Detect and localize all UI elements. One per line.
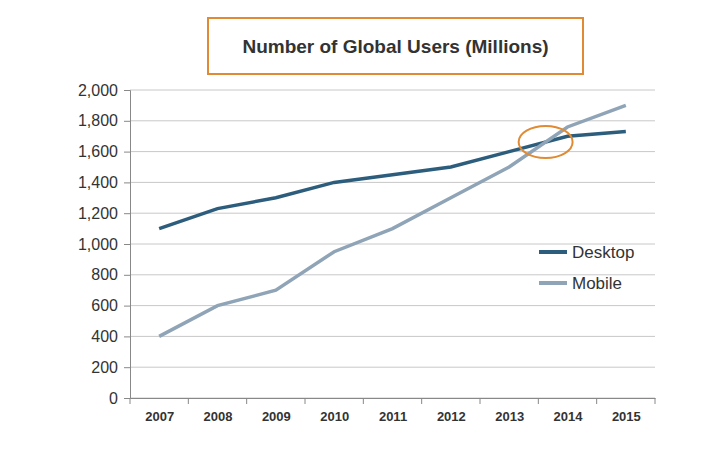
y-tick: 1,000 bbox=[78, 236, 130, 253]
grid-line bbox=[130, 336, 655, 337]
y-tick-label: 800 bbox=[91, 266, 118, 283]
x-tick: 2013 bbox=[495, 398, 524, 424]
x-separator bbox=[596, 398, 597, 404]
x-tick: 2008 bbox=[204, 398, 233, 424]
highlight-ellipse bbox=[519, 126, 573, 158]
series-line bbox=[159, 132, 626, 229]
y-tick-mark bbox=[124, 213, 130, 214]
y-tick: 1,800 bbox=[78, 112, 130, 129]
y-tick-label: 200 bbox=[91, 359, 118, 376]
y-tick: 400 bbox=[91, 328, 130, 345]
legend-label: Desktop bbox=[572, 243, 634, 262]
legend-item: Mobile bbox=[539, 274, 622, 293]
y-tick-mark bbox=[124, 90, 130, 91]
y-tick: 800 bbox=[91, 266, 130, 283]
y-tick-label: 0 bbox=[109, 390, 118, 407]
y-tick-mark bbox=[124, 367, 130, 368]
y-tick-mark bbox=[124, 182, 130, 183]
title: Number of Global Users (Millions) bbox=[242, 36, 548, 57]
grid-line bbox=[130, 305, 655, 306]
y-tick-mark bbox=[124, 152, 130, 153]
y-tick-label: 400 bbox=[91, 328, 118, 345]
legend-label: Mobile bbox=[572, 274, 622, 293]
y-tick: 2,000 bbox=[78, 82, 130, 99]
grid-line bbox=[130, 120, 655, 121]
y-tick: 200 bbox=[91, 359, 130, 376]
y-tick-mark bbox=[124, 244, 130, 245]
x-separator bbox=[305, 398, 306, 404]
grid-line bbox=[130, 90, 655, 91]
title-box bbox=[208, 18, 583, 74]
x-separator bbox=[188, 398, 189, 404]
x-separator bbox=[538, 398, 539, 404]
y-axis-line bbox=[124, 91, 131, 399]
x-tick-label: 2010 bbox=[320, 409, 349, 424]
x-tick: 2015 bbox=[612, 398, 641, 424]
grid-line bbox=[130, 367, 655, 368]
y-tick-label: 1,400 bbox=[78, 174, 118, 191]
legend-item: Desktop bbox=[539, 243, 634, 262]
y-tick: 1,400 bbox=[78, 174, 130, 191]
grid-line bbox=[130, 151, 655, 152]
x-tick-label: 2012 bbox=[437, 409, 466, 424]
chart: Number of Global Users (Millions) 0 200 400… bbox=[0, 0, 701, 469]
x-tick: 2010 bbox=[320, 398, 349, 424]
x-axis: 2007 2008 2009 2010 2011 2012 2013 2014 2015 bbox=[131, 398, 656, 424]
x-tick-label: 2013 bbox=[495, 409, 524, 424]
x-axis-line bbox=[131, 398, 656, 399]
x-separator bbox=[363, 398, 364, 404]
grid-line bbox=[130, 398, 655, 399]
y-tick-label: 1,800 bbox=[78, 112, 118, 129]
title-group: Number of Global Users (Millions) bbox=[208, 18, 583, 74]
y-tick-mark bbox=[124, 121, 130, 122]
x-tick-label: 2007 bbox=[145, 409, 174, 424]
series-line bbox=[159, 105, 626, 336]
y-tick-label: 1,200 bbox=[78, 205, 118, 222]
y-tick-label: 2,000 bbox=[78, 82, 118, 99]
x-tick-label: 2014 bbox=[554, 409, 584, 424]
x-tick-label: 2015 bbox=[612, 409, 641, 424]
x-separator bbox=[421, 398, 422, 404]
y-tick-mark bbox=[124, 398, 130, 399]
y-tick-mark bbox=[124, 275, 130, 276]
x-tick: 2007 bbox=[145, 398, 174, 424]
y-tick: 0 bbox=[109, 390, 130, 407]
x-tick-label: 2008 bbox=[204, 409, 233, 424]
y-tick-label: 1,600 bbox=[78, 143, 118, 160]
x-separator bbox=[130, 398, 131, 404]
y-tick-mark bbox=[124, 306, 130, 307]
y-tick-label: 600 bbox=[91, 297, 118, 314]
legend-swatch bbox=[539, 281, 567, 285]
lines bbox=[159, 105, 626, 336]
legend-swatch bbox=[539, 250, 567, 254]
x-tick-label: 2009 bbox=[262, 409, 291, 424]
y-tick: 600 bbox=[91, 297, 130, 314]
x-tick-label: 2011 bbox=[379, 409, 407, 424]
y-tick-label: 1,000 bbox=[78, 236, 118, 253]
grid bbox=[130, 90, 655, 398]
y-tick-mark bbox=[124, 336, 130, 337]
grid-line bbox=[130, 182, 655, 183]
x-separator bbox=[246, 398, 247, 404]
y-tick: 1,200 bbox=[78, 205, 130, 222]
x-tick: 2012 bbox=[437, 398, 466, 424]
plot: 0 200 400 600 800 1,000 1,200 1,400 1,600 1,800 2,… bbox=[78, 82, 656, 425]
x-tick: 2011 bbox=[379, 398, 407, 424]
x-tick: 2014 bbox=[554, 398, 584, 424]
x-separator bbox=[655, 398, 656, 404]
y-axis: 0 200 400 600 800 1,000 1,200 1,400 1,600 1,800 2,… bbox=[78, 82, 131, 407]
y-tick: 1,600 bbox=[78, 143, 130, 160]
x-tick: 2009 bbox=[262, 398, 291, 424]
x-separator bbox=[480, 398, 481, 404]
legend: Desktop Mobile bbox=[539, 243, 634, 293]
